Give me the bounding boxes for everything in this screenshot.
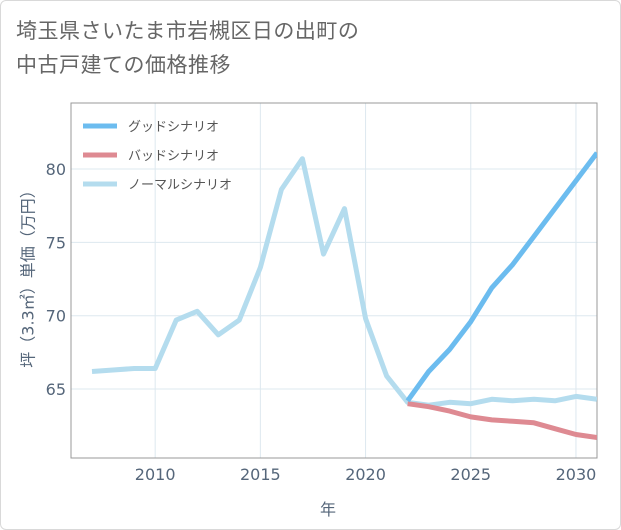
y-tick-label: 80 [46,160,66,179]
y-tick-label: 65 [46,380,66,399]
chart-title: 埼玉県さいたま市岩槻区日の出町の 中古戸建ての価格推移 [16,14,359,82]
y-tick-label: 70 [46,307,66,326]
y-tick-label: 75 [46,233,66,252]
series-line-bad [407,401,597,440]
y-axis-title-wrap: 坪（3.3㎡）単価（万円） [12,100,42,450]
y-axis-title: 坪（3.3㎡）単価（万円） [19,182,39,368]
legend-label-bad: バッドシナリオ [128,149,219,164]
x-tick-label: 2015 [240,465,281,484]
x-tick-label: 2030 [556,465,597,484]
plot-border [70,102,598,459]
series-line-good [405,151,597,403]
x-tick-label: 2025 [450,465,491,484]
chart-title-line-1: 埼玉県さいたま市岩槻区日の出町の [16,19,360,43]
chart-title-line-2: 中古戸建ての価格推移 [16,53,231,77]
legend-label-normal: ノーマルシナリオ [128,178,232,193]
x-axis-title: 年 [320,500,337,519]
x-tick-label: 2020 [345,465,386,484]
legend-label-good: グッドシナリオ [128,120,219,135]
series-line-normal [91,156,597,408]
x-tick-label: 2010 [135,465,176,484]
